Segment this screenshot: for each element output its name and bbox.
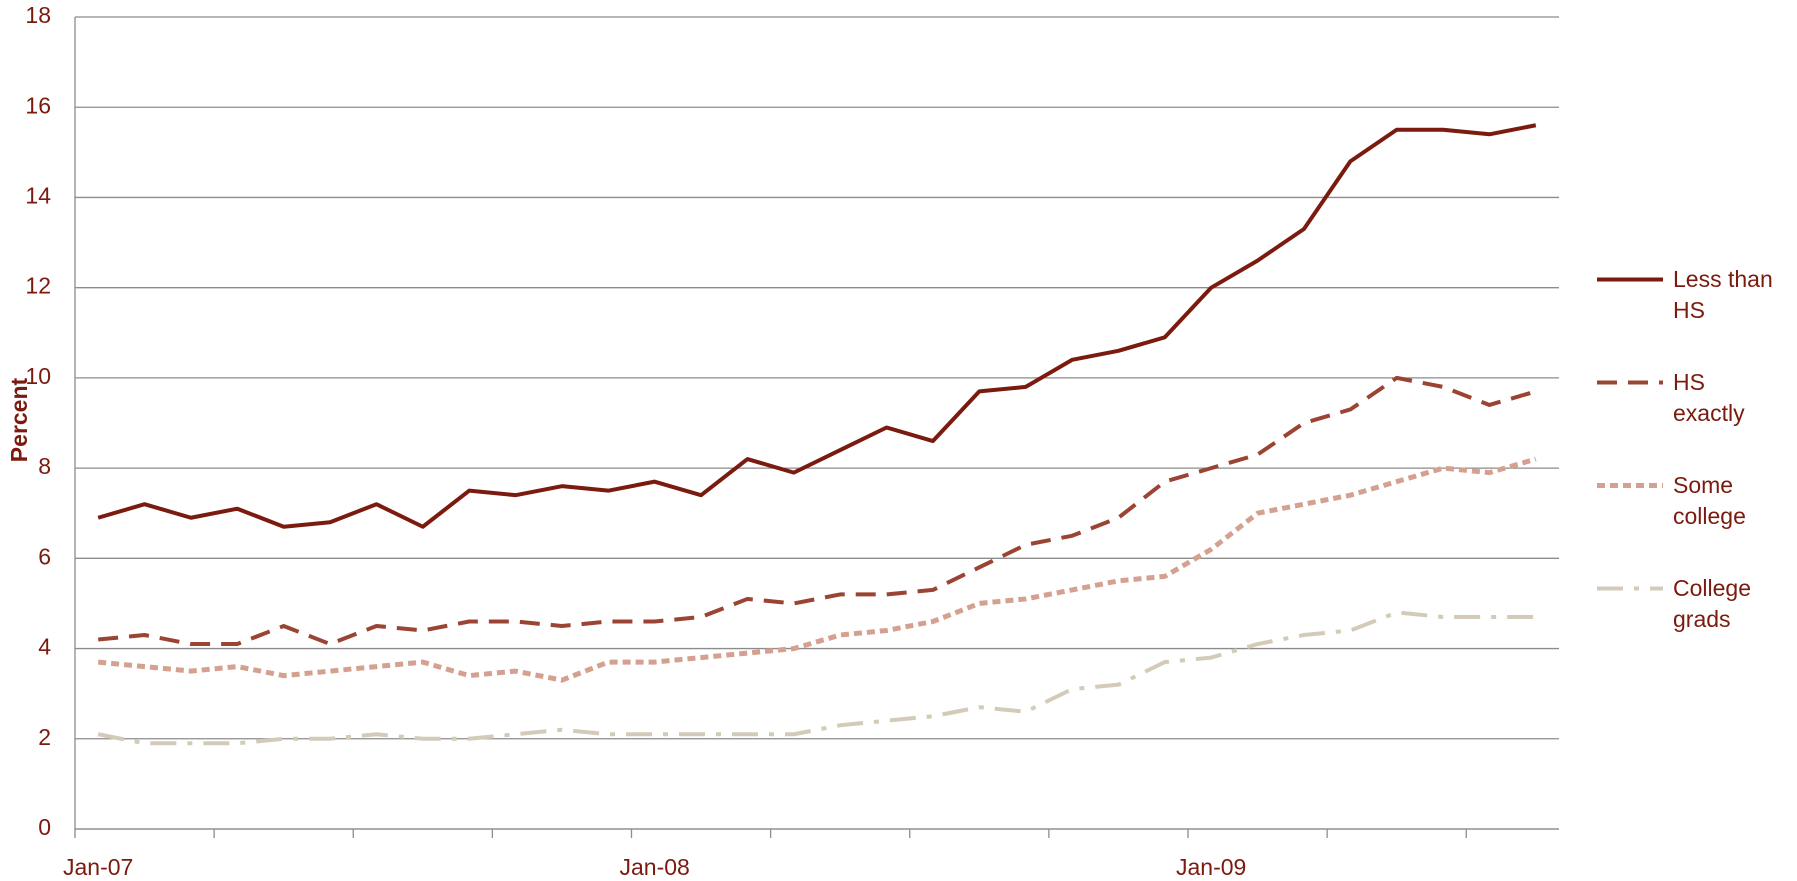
y-tick-label: 4 [38,634,51,660]
legend-entry: Less than HS [1595,264,1773,326]
series-line [97,375,1537,647]
series-line [97,456,1537,683]
x-tick-label: Jan-09 [1176,854,1246,880]
legend-label: Less than HS [1673,266,1773,323]
y-tick-label: 14 [25,183,51,209]
y-tick-label: 6 [38,543,51,569]
series-line [97,610,1536,746]
legend-swatch [1597,277,1663,282]
legend-swatch [1597,380,1663,385]
y-tick-label: 18 [25,2,51,28]
y-tick-label: 12 [25,273,51,299]
x-tick-label: Jan-07 [63,854,133,880]
y-tick-label: 0 [38,814,51,840]
x-tick-label: Jan-08 [620,854,690,880]
legend-entry: College grads [1595,573,1773,635]
legend-label: HS exactly [1673,369,1745,426]
y-axis-title: Percent [6,377,32,462]
y-tick-label: 16 [25,92,51,118]
legend-swatch [1597,483,1663,488]
legend-entry: HS exactly [1595,367,1773,429]
series-line [97,123,1537,529]
legend-label: College grads [1673,575,1751,632]
y-tick-label: 8 [38,453,51,479]
legend-entry: Some college [1595,470,1773,532]
legend-swatch [1597,586,1663,591]
legend-label: Some college [1673,472,1746,529]
y-tick-label: 10 [25,363,51,389]
y-tick-label: 2 [38,724,51,750]
